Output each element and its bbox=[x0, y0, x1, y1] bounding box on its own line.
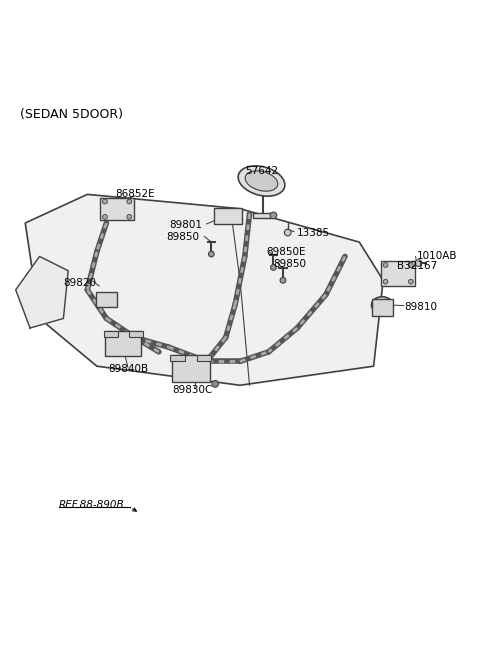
FancyBboxPatch shape bbox=[381, 260, 415, 287]
Circle shape bbox=[415, 260, 422, 266]
Text: 89850: 89850 bbox=[274, 258, 306, 268]
Circle shape bbox=[408, 279, 413, 284]
Text: B32167: B32167 bbox=[397, 261, 438, 271]
FancyBboxPatch shape bbox=[214, 208, 242, 224]
FancyBboxPatch shape bbox=[372, 299, 393, 316]
Polygon shape bbox=[16, 256, 68, 328]
FancyBboxPatch shape bbox=[197, 355, 211, 361]
Text: 86852E: 86852E bbox=[115, 190, 155, 199]
FancyBboxPatch shape bbox=[104, 331, 118, 337]
Circle shape bbox=[103, 215, 108, 219]
Circle shape bbox=[383, 262, 388, 268]
Text: 89801: 89801 bbox=[169, 220, 202, 230]
Text: REF.88-890B: REF.88-890B bbox=[59, 500, 124, 510]
Circle shape bbox=[127, 199, 132, 204]
FancyBboxPatch shape bbox=[170, 355, 185, 361]
Text: 89850: 89850 bbox=[167, 232, 199, 242]
Text: 57642: 57642 bbox=[245, 165, 278, 176]
Text: 89840B: 89840B bbox=[108, 363, 148, 373]
FancyBboxPatch shape bbox=[129, 331, 143, 337]
FancyBboxPatch shape bbox=[96, 292, 117, 308]
Circle shape bbox=[383, 279, 388, 284]
Circle shape bbox=[270, 212, 277, 218]
Ellipse shape bbox=[372, 297, 393, 314]
Text: 89850E: 89850E bbox=[266, 247, 306, 256]
FancyBboxPatch shape bbox=[253, 213, 273, 218]
FancyBboxPatch shape bbox=[172, 355, 210, 382]
Polygon shape bbox=[25, 194, 383, 385]
Circle shape bbox=[271, 264, 276, 270]
Circle shape bbox=[284, 229, 291, 236]
FancyBboxPatch shape bbox=[100, 197, 134, 220]
Circle shape bbox=[280, 277, 286, 283]
Text: (SEDAN 5DOOR): (SEDAN 5DOOR) bbox=[21, 108, 123, 121]
Circle shape bbox=[103, 199, 108, 204]
Text: 89810: 89810 bbox=[405, 302, 438, 312]
Ellipse shape bbox=[238, 166, 285, 196]
Text: 89830C: 89830C bbox=[172, 385, 213, 395]
Circle shape bbox=[212, 380, 218, 387]
FancyBboxPatch shape bbox=[105, 331, 141, 356]
Text: 1010AB: 1010AB bbox=[417, 251, 457, 262]
Circle shape bbox=[408, 262, 413, 268]
Circle shape bbox=[127, 215, 132, 219]
Circle shape bbox=[208, 251, 214, 257]
Ellipse shape bbox=[245, 171, 278, 191]
Text: 13385: 13385 bbox=[297, 228, 330, 237]
Text: 89820: 89820 bbox=[63, 277, 96, 288]
